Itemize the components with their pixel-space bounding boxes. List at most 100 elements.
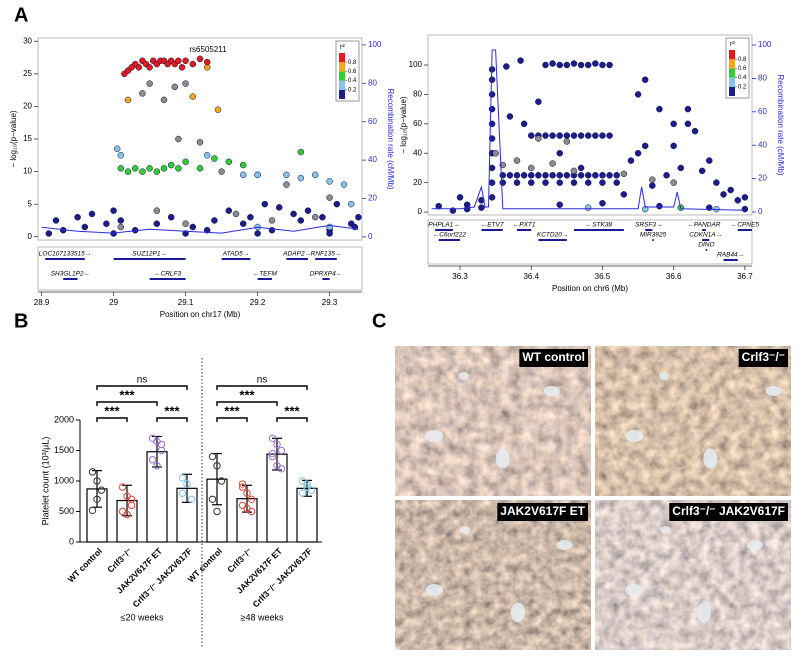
snp-point (577, 61, 585, 69)
snp-point (641, 76, 649, 83)
tissue-space (556, 540, 573, 550)
snp-point (570, 167, 578, 175)
snp-point (570, 132, 578, 139)
micrograph (395, 500, 591, 650)
snp-point (297, 174, 305, 182)
gene-track (427, 219, 753, 265)
snp-point (203, 226, 211, 234)
gene-label: ←PANDAR (687, 222, 720, 229)
tissue-space (425, 430, 444, 442)
snp-point (741, 205, 749, 213)
snp-point (211, 155, 218, 162)
micrograph-label-bg (497, 503, 588, 521)
significance-bracket (96, 401, 158, 406)
snp-point (171, 83, 179, 91)
gene-label: DINO (698, 242, 714, 249)
snp-point (326, 230, 333, 237)
y2-tick-label: 20 (758, 174, 767, 183)
y-axis-title: − log₁₀(p−value) (9, 110, 18, 168)
snp-point (535, 135, 542, 142)
snp-point (189, 93, 197, 100)
micrograph-label-bg (669, 503, 788, 521)
snp-point (304, 207, 312, 214)
data-point (118, 483, 127, 491)
tissue-space (703, 448, 718, 469)
snp-point (549, 172, 556, 179)
micrograph-label-bg (519, 349, 588, 367)
legend-swatch (729, 50, 735, 60)
y-axis-title: − log₁₀(p−value) (399, 96, 408, 154)
data-point (303, 480, 311, 488)
y-tick-label: 0 (418, 207, 423, 216)
snp-point (196, 55, 204, 63)
snp-point (592, 132, 599, 139)
snp-point (239, 161, 247, 169)
micrograph (395, 346, 591, 496)
snp-point (160, 96, 168, 104)
significance-bracket (216, 401, 278, 406)
snp-point (139, 168, 146, 175)
snp-point (355, 213, 362, 221)
snp-point (506, 113, 514, 120)
x-tick-label: 36.4 (523, 272, 539, 281)
snp-point (656, 105, 663, 113)
legend-tick-label: 0.6 (348, 69, 357, 75)
snp-point (513, 172, 521, 179)
significance-bracket (96, 385, 188, 390)
snp-point (535, 98, 542, 106)
snp-point (203, 152, 211, 159)
data-point (123, 510, 131, 519)
y-tick-label: 25 (23, 69, 32, 78)
snp-point (326, 223, 333, 231)
legend-swatch (339, 62, 345, 72)
snp-point (670, 179, 677, 186)
snp-point (297, 148, 305, 156)
snp-point (182, 220, 189, 227)
snp-point (528, 179, 535, 186)
snp-point (239, 220, 247, 227)
tissue-space (625, 430, 644, 442)
snp-point (584, 172, 592, 179)
snp-point (556, 61, 563, 69)
data-point (127, 495, 136, 503)
significance-label: *** (224, 403, 240, 418)
significance-bracket (276, 417, 308, 422)
gene-label: SH3GL1P2← (51, 271, 90, 278)
y-tick-label: 1000 (54, 475, 74, 485)
y2-tick-label: 80 (368, 78, 377, 87)
y-tick-label: 2000 (54, 414, 74, 424)
y2-tick-label: 0 (368, 232, 373, 241)
gene-label: LOC107133515→ (39, 251, 91, 258)
snp-point (649, 182, 656, 189)
snp-point (463, 205, 471, 213)
snp-point (535, 172, 542, 179)
snp-point (492, 149, 499, 157)
panel-label: C (372, 310, 386, 332)
snp-point (268, 217, 276, 224)
micrograph (595, 346, 791, 496)
legend-tick-label: 0.4 (738, 75, 747, 81)
snp-point (247, 213, 254, 221)
data-point (187, 495, 196, 503)
data-point (268, 434, 277, 442)
legend-swatch (339, 80, 345, 90)
snp-point (563, 138, 571, 145)
y2-tick-label: 80 (758, 74, 767, 83)
y-axis-title: Platelet count (10³/µL) (40, 437, 50, 526)
snp-point (606, 132, 613, 139)
snp-point (634, 149, 642, 157)
gene-label: ←CPNE5 (731, 222, 760, 229)
snp-point (153, 220, 161, 227)
gene-label: SRSF3→ (635, 222, 662, 229)
y2-tick-label: 60 (368, 117, 377, 126)
snp-point (311, 171, 319, 179)
snp-point (124, 96, 132, 104)
snp-point (88, 210, 96, 218)
y-tick-label: 80 (413, 90, 422, 99)
data-point (277, 446, 286, 455)
snp-point (189, 223, 197, 231)
snp-point (175, 165, 182, 172)
snp-point (146, 64, 153, 71)
y2-tick-label: 20 (368, 194, 377, 203)
